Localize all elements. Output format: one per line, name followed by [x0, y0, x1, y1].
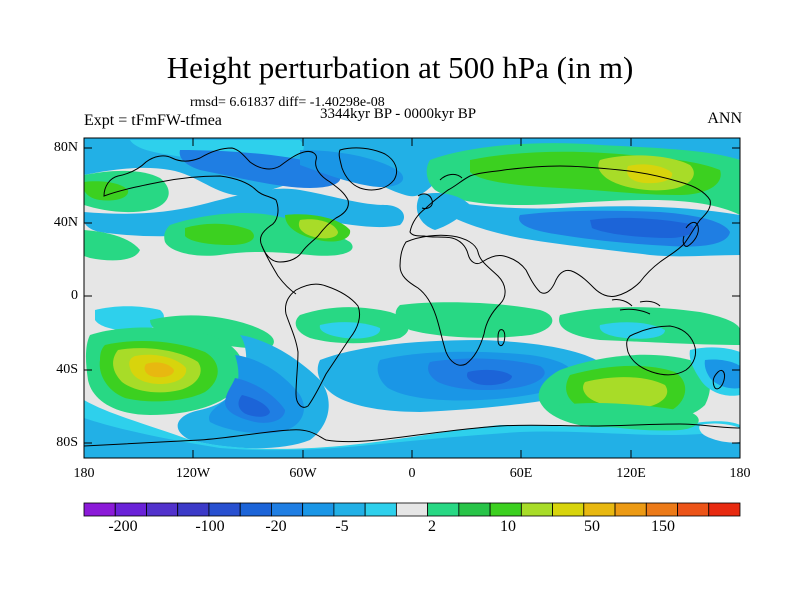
- coast-south-america: [285, 283, 361, 408]
- na-blue-trough: [84, 188, 405, 237]
- antarctic-neutral-gap: [699, 423, 740, 443]
- coast-australia: [626, 325, 697, 376]
- tropics-cyan-maritime: [599, 322, 665, 339]
- period-label: 3344kyr BP - 0000kyr BP: [320, 106, 477, 122]
- colorbar-label-150: 150: [651, 518, 675, 535]
- colorbar-cell: [83, 502, 116, 517]
- colorbar-label-2: 2: [428, 518, 436, 535]
- colorbar-cell: [427, 502, 460, 517]
- lat-label-40s: 40S: [56, 362, 78, 377]
- coast-japan: [682, 221, 699, 247]
- coast-north-america: [103, 147, 349, 263]
- south-pacific-trough-deep: [238, 395, 270, 417]
- colorbar-cell: [458, 502, 491, 517]
- colorbar-label-50: 50: [584, 518, 600, 535]
- colorbar-cell: [177, 502, 210, 517]
- colorbar-cell: [271, 502, 304, 517]
- eurasia-deep-core: [590, 217, 694, 238]
- lon-label-60e: 60E: [509, 466, 533, 481]
- colorbar-label-minus-20: -20: [265, 518, 287, 535]
- coastlines: [84, 147, 740, 447]
- colorbar-label-10: 10: [500, 518, 516, 535]
- siberia-gold: [626, 164, 673, 184]
- lon-label-180-west: 180: [73, 466, 95, 481]
- lon-label-120w: 120W: [175, 466, 211, 481]
- lat-label-40n: 40N: [53, 215, 78, 230]
- colorbar-cell: [708, 502, 741, 517]
- season-label: ANN: [707, 110, 742, 127]
- lat-label-80n: 80N: [53, 140, 78, 155]
- north-pacific-blue: [179, 150, 341, 188]
- indian-ridge-yellow: [583, 377, 668, 409]
- colorbar-cell: [146, 502, 179, 517]
- antarctic-green-east: [558, 402, 699, 431]
- greenland-blue: [300, 150, 404, 188]
- coast-madagascar: [497, 329, 506, 347]
- coast-indonesia: [611, 299, 661, 315]
- antarctic-blue-band: [84, 418, 740, 458]
- tropics-cyan-atlantic: [319, 322, 381, 339]
- colorbar-label-minus-200: -200: [108, 518, 138, 535]
- coast-greenland: [338, 147, 398, 191]
- contour-field: [84, 138, 740, 458]
- pacific-green-west: [84, 230, 140, 261]
- colorbar-cell: [395, 502, 429, 517]
- plot-title: Height perturbation at 500 hPa (in m): [166, 50, 634, 85]
- colorbar-cell: [614, 502, 647, 517]
- coast-europe-detail: [417, 173, 463, 209]
- colorbar-cell: [364, 502, 397, 517]
- na-lime-ridge: [185, 223, 254, 245]
- experiment-label: Expt = tFmFW-tfmea: [84, 112, 222, 129]
- lat-label-0: 0: [71, 288, 78, 303]
- coast-new-zealand: [712, 369, 725, 390]
- south-atlantic-trough-deep: [466, 369, 512, 386]
- statistics-text: rmsd= 6.61837 diff= -1.40298e-08: [190, 95, 385, 110]
- arctic-lime-west: [84, 181, 129, 201]
- colorbar-cell: [114, 502, 147, 517]
- colorbar-cell: [239, 502, 272, 517]
- colorbar-label-minus-5: -5: [335, 518, 349, 535]
- colorbar-cell: [520, 502, 553, 517]
- colorbar: [83, 502, 741, 517]
- lat-label-80s: 80S: [56, 435, 78, 450]
- colorbar-cell: [333, 502, 366, 517]
- lon-label-180-east: 180: [729, 466, 751, 481]
- colorbar-cell: [645, 502, 678, 517]
- europe-blue-finger: [416, 193, 470, 230]
- coast-eurasia: [409, 165, 711, 297]
- colorbar-cell: [583, 502, 616, 517]
- colorbar-cell: [208, 502, 241, 517]
- tropics-cyan-east-pacific: [95, 306, 164, 331]
- south-pacific-orange: [144, 362, 174, 378]
- axis-ticks: [84, 138, 740, 458]
- lon-label-0: 0: [408, 466, 416, 481]
- coast-antarctica: [84, 423, 740, 447]
- colorbar-cell: [677, 502, 710, 517]
- colorbar-cell: [552, 502, 585, 517]
- coast-africa: [399, 234, 506, 366]
- colorbar-cell: [489, 502, 522, 517]
- tropics-green-africa: [395, 302, 553, 338]
- coast-central-america: [261, 245, 297, 295]
- lon-label-120e: 120E: [616, 466, 646, 481]
- colorbar-cell: [302, 502, 335, 517]
- lon-label-60w: 60W: [289, 466, 317, 481]
- colorbar-label-minus-100: -100: [195, 518, 225, 535]
